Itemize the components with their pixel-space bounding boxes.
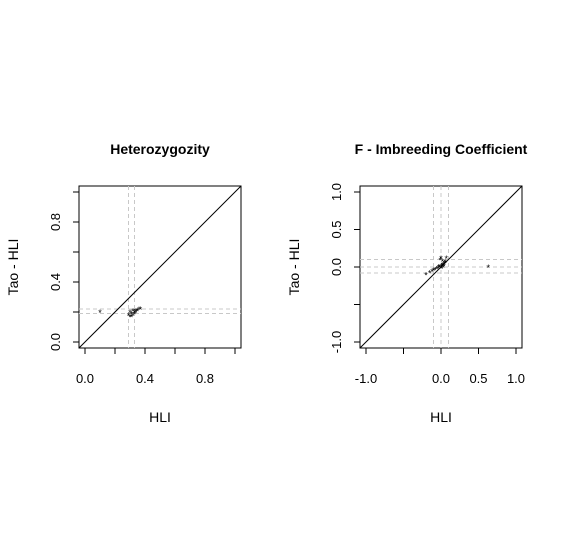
data-points: * **** ******* ** * — [98, 305, 143, 323]
x-axis-label: HLI — [149, 409, 171, 425]
x-tick-label: 0.5 — [469, 371, 487, 386]
data-point: * — [443, 259, 447, 269]
reference-line-y-equals-x — [78, 185, 242, 349]
data-point: * — [128, 313, 132, 323]
chart-title: Heterozygozity — [110, 141, 210, 157]
data-point: * — [130, 313, 134, 323]
data-point: * — [437, 262, 441, 272]
data-point: * — [432, 266, 436, 276]
data-point: * — [128, 308, 132, 318]
x-axis-ticks: -1.0 0.0 0.5 1.0 — [355, 348, 525, 386]
data-point: * — [134, 307, 138, 317]
data-point: * — [136, 307, 140, 317]
y-tick-label: 1.0 — [329, 183, 344, 201]
data-point: * — [438, 256, 442, 266]
data-point: * — [435, 265, 439, 275]
data-point: * — [441, 260, 445, 270]
x-tick-label: 0.4 — [136, 371, 154, 386]
data-point: * — [439, 254, 443, 264]
imbreeding-coefficient-panel: F - Imbreeding Coefficient ** ***********… — [286, 141, 528, 425]
y-axis-label: Tao - HLI — [286, 239, 302, 296]
data-point: * — [430, 267, 434, 277]
data-point: * — [433, 265, 437, 275]
data-point: * — [440, 262, 444, 272]
data-point: * — [131, 307, 135, 317]
reference-line-y-equals-x — [359, 185, 523, 349]
data-point: * — [428, 268, 432, 278]
data-point: * — [444, 258, 448, 268]
data-point: * — [438, 263, 442, 273]
data-point: * — [130, 310, 134, 320]
x-tick-label: 0.0 — [76, 371, 94, 386]
data-point: * — [133, 310, 137, 320]
data-point: * — [442, 262, 446, 272]
data-point: * — [137, 305, 141, 315]
data-point: * — [439, 263, 443, 273]
y-tick-label: -1.0 — [329, 331, 344, 353]
y-axis-label: Tao - HLI — [5, 239, 21, 296]
x-tick-label: 0.8 — [196, 371, 214, 386]
y-tick-label: 0.5 — [329, 220, 344, 238]
data-point: * — [440, 264, 444, 274]
data-point: * — [131, 311, 135, 321]
data-point: * — [139, 305, 143, 315]
data-point: * — [441, 261, 445, 271]
y-tick-label: 0.0 — [48, 333, 63, 351]
data-point: * — [444, 254, 448, 264]
x-tick-label: -1.0 — [355, 371, 377, 386]
data-point: * — [441, 263, 445, 273]
y-tick-label: 0.0 — [329, 258, 344, 276]
y-axis-ticks: 0.0 0.4 0.8 — [48, 191, 79, 351]
x-tick-label: 1.0 — [507, 371, 525, 386]
heterozygozity-panel: Heterozygozity * **** ******* ** * 0.0 0.4 0.8… — [5, 141, 242, 425]
y-tick-label: 0.4 — [48, 273, 63, 291]
y-tick-label: 0.8 — [48, 213, 63, 231]
data-point: * — [486, 263, 490, 273]
x-axis-label: HLI — [430, 409, 452, 425]
data-point: * — [436, 264, 440, 274]
x-tick-label: 0.0 — [432, 371, 450, 386]
data-point: * — [133, 308, 137, 318]
data-point: * — [98, 308, 102, 318]
data-point: * — [424, 271, 428, 281]
x-axis-ticks: 0.0 0.4 0.8 — [76, 348, 236, 386]
data-points: ** ******************* ** — [424, 254, 490, 281]
plot-frame — [78, 185, 242, 349]
guide-lines — [79, 186, 241, 348]
chart-title: F - Imbreeding Coefficient — [355, 141, 528, 157]
data-point: * — [127, 311, 131, 321]
data-point: * — [441, 257, 445, 267]
data-point: * — [134, 308, 138, 318]
y-axis-ticks: -1.0 0.0 0.5 1.0 — [329, 183, 360, 353]
